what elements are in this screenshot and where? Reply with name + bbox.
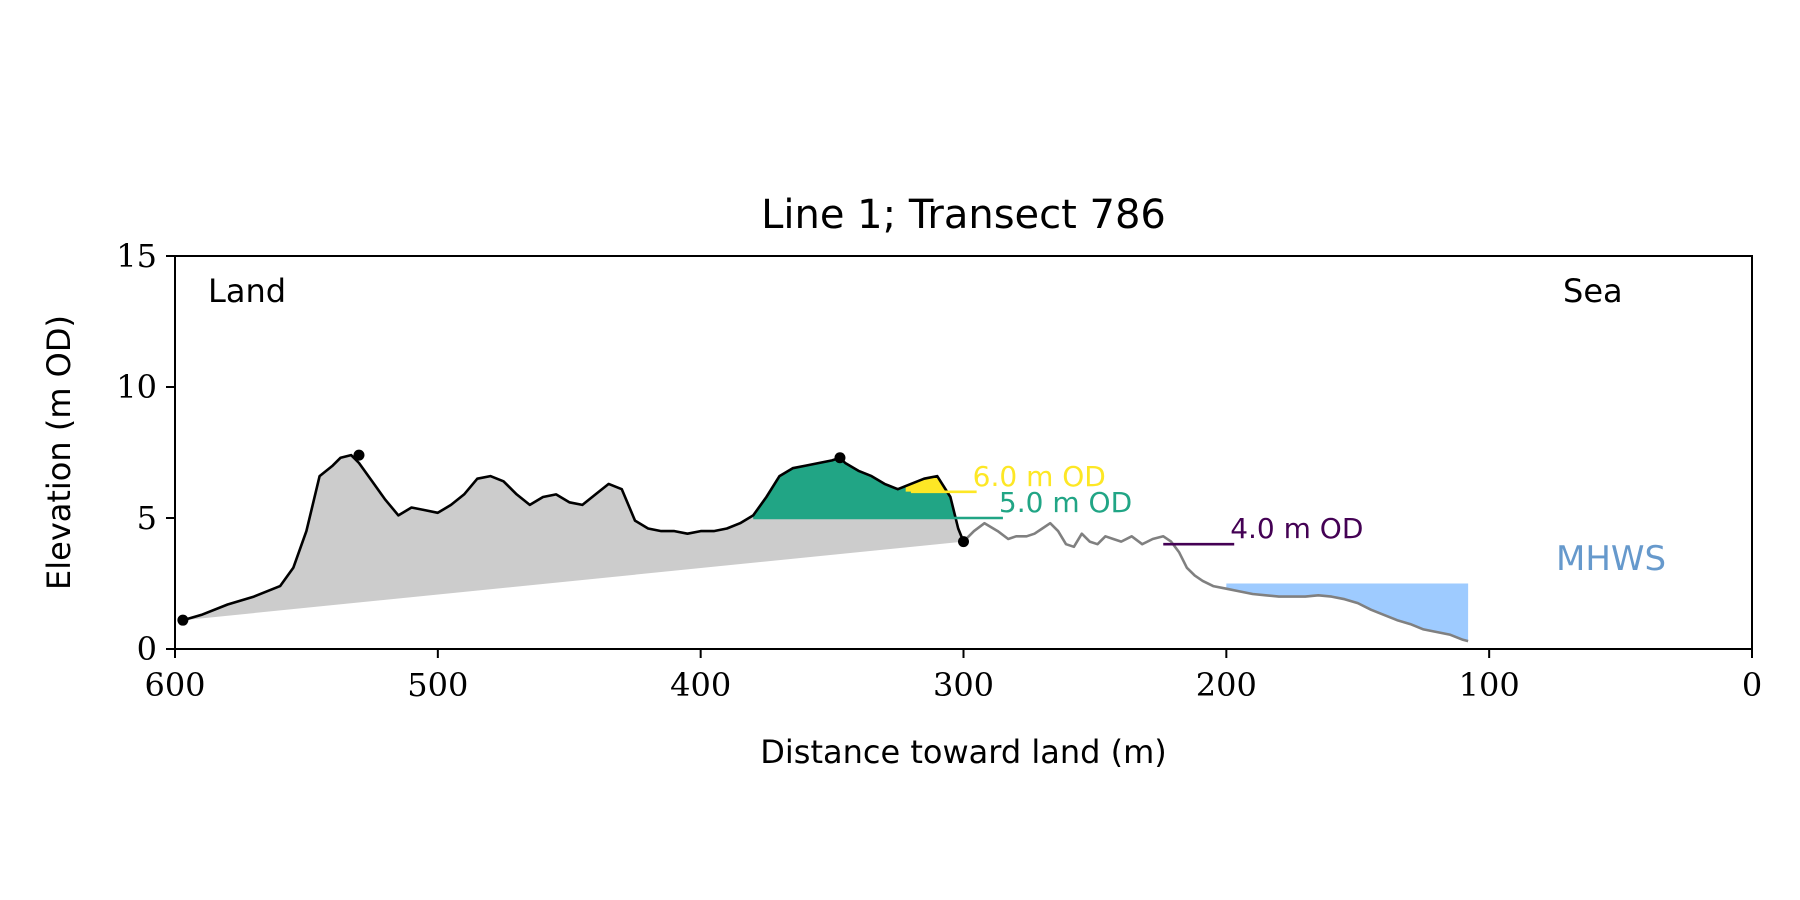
- x-tick-label: 300: [933, 666, 994, 704]
- y-tick-label: 10: [116, 368, 157, 406]
- profile-marker-0: [177, 614, 189, 626]
- chart-title: Line 1; Transect 786: [761, 192, 1166, 238]
- fill-areas: [182, 455, 1469, 642]
- level-label-1: 5.0 m OD: [999, 486, 1132, 519]
- dune-profile-line: [182, 453, 965, 622]
- y-tick-label: 0: [137, 630, 157, 668]
- mhws-area-fill: [1226, 583, 1469, 642]
- x-tick-label: 500: [407, 666, 468, 704]
- profile-markers: [177, 449, 969, 626]
- level-5-fill: [753, 457, 964, 518]
- x-tick-label: 400: [670, 666, 731, 704]
- level-label-2: 4.0 m OD: [1230, 512, 1363, 545]
- profile-marker-2: [834, 452, 846, 464]
- x-tick-label: 200: [1196, 666, 1257, 704]
- x-tick-label: 0: [1742, 666, 1762, 704]
- threshold-levels: 6.0 m OD5.0 m OD 4.0 m OD: [753, 460, 1363, 546]
- axis-ticks: 600 500 400 300 200 100 0 0 5 10 15: [116, 237, 1762, 704]
- profile-marker-3: [958, 536, 969, 548]
- y-tick-label: 15: [116, 237, 157, 275]
- x-tick-label: 100: [1459, 666, 1520, 704]
- x-tick-label: 600: [144, 666, 205, 704]
- profile-marker-1: [353, 449, 365, 461]
- land-label: Land: [208, 272, 286, 310]
- y-tick-label: 5: [137, 499, 157, 537]
- seaward-profile-line: [962, 521, 1469, 643]
- level-label-0: 6.0 m OD: [973, 460, 1106, 493]
- profile-lines: [182, 453, 1469, 643]
- x-axis-label: Distance toward land (m): [760, 733, 1166, 771]
- y-axis-label: Elevation (m OD): [40, 315, 78, 590]
- mhws-label: MHWS: [1556, 539, 1666, 579]
- sea-label: Sea: [1563, 272, 1623, 310]
- level-6-fill: [905, 476, 964, 492]
